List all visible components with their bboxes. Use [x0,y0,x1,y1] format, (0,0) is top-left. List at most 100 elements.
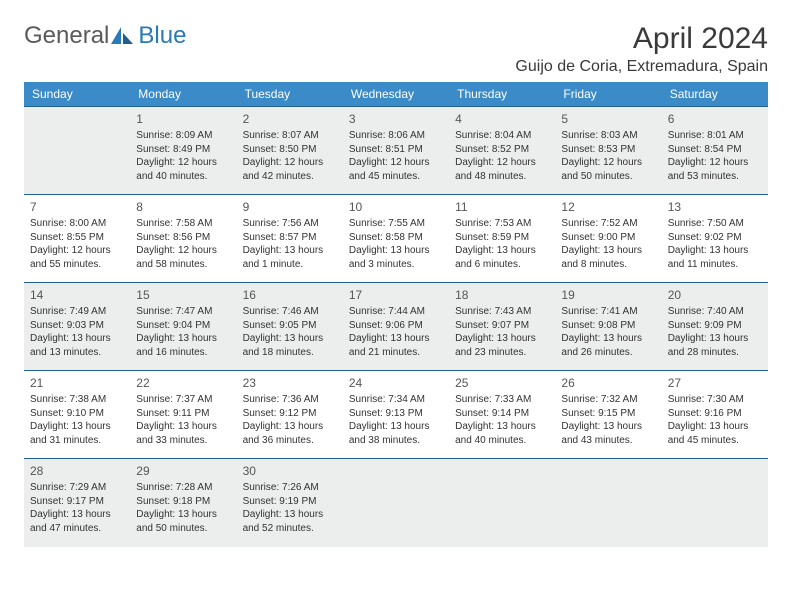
daylight-line: and 55 minutes. [30,258,124,272]
daylight-line: and 52 minutes. [243,522,337,536]
week-row: 28Sunrise: 7:29 AMSunset: 9:17 PMDayligh… [24,459,768,547]
day-number: 15 [136,287,230,303]
day-cell: 11Sunrise: 7:53 AMSunset: 8:59 PMDayligh… [449,195,555,283]
daylight-line: Daylight: 13 hours [561,420,655,434]
day-cell: 22Sunrise: 7:37 AMSunset: 9:11 PMDayligh… [130,371,236,459]
daylight-line: and 50 minutes. [136,522,230,536]
day-number: 21 [30,375,124,391]
daylight-line: Daylight: 13 hours [349,332,443,346]
daylight-line: Daylight: 13 hours [668,420,762,434]
sunset-line: Sunset: 9:16 PM [668,407,762,421]
sunset-line: Sunset: 9:18 PM [136,495,230,509]
day-cell: 24Sunrise: 7:34 AMSunset: 9:13 PMDayligh… [343,371,449,459]
day-cell [555,459,661,547]
day-cell: 9Sunrise: 7:56 AMSunset: 8:57 PMDaylight… [237,195,343,283]
day-number: 3 [349,111,443,127]
day-cell: 19Sunrise: 7:41 AMSunset: 9:08 PMDayligh… [555,283,661,371]
day-number: 2 [243,111,337,127]
weekday-header: Friday [555,82,661,107]
daylight-line: and 40 minutes. [136,170,230,184]
daylight-line: and 53 minutes. [668,170,762,184]
week-row: 7Sunrise: 8:00 AMSunset: 8:55 PMDaylight… [24,195,768,283]
daylight-line: Daylight: 12 hours [243,156,337,170]
daylight-line: and 40 minutes. [455,434,549,448]
day-number: 28 [30,463,124,479]
daylight-line: and 58 minutes. [136,258,230,272]
day-number: 13 [668,199,762,215]
day-cell: 12Sunrise: 7:52 AMSunset: 9:00 PMDayligh… [555,195,661,283]
day-cell: 20Sunrise: 7:40 AMSunset: 9:09 PMDayligh… [662,283,768,371]
daylight-line: Daylight: 13 hours [561,332,655,346]
sunset-line: Sunset: 9:04 PM [136,319,230,333]
daylight-line: Daylight: 13 hours [30,332,124,346]
logo-sail-icon [111,27,133,45]
day-number: 1 [136,111,230,127]
daylight-line: Daylight: 13 hours [136,420,230,434]
sunset-line: Sunset: 9:00 PM [561,231,655,245]
daylight-line: and 47 minutes. [30,522,124,536]
daylight-line: Daylight: 12 hours [136,156,230,170]
sunset-line: Sunset: 9:08 PM [561,319,655,333]
day-number: 11 [455,199,549,215]
day-cell [343,459,449,547]
day-cell [662,459,768,547]
sunrise-line: Sunrise: 7:49 AM [30,305,124,319]
daylight-line: and 16 minutes. [136,346,230,360]
sunrise-line: Sunrise: 8:04 AM [455,129,549,143]
daylight-line: and 48 minutes. [455,170,549,184]
daylight-line: and 1 minute. [243,258,337,272]
day-cell: 14Sunrise: 7:49 AMSunset: 9:03 PMDayligh… [24,283,130,371]
day-cell: 17 Sunrise: 7:44 AMSunset: 9:06 PMDayligh… [343,283,449,371]
day-number: 19 [561,287,655,303]
sunset-line: Sunset: 8:53 PM [561,143,655,157]
sunset-line: Sunset: 9:11 PM [136,407,230,421]
day-number: 26 [561,375,655,391]
daylight-line: and 26 minutes. [561,346,655,360]
sunset-line: Sunset: 9:09 PM [668,319,762,333]
day-number: 27 [668,375,762,391]
sunset-line: Sunset: 9:15 PM [561,407,655,421]
day-number: 18 [455,287,549,303]
daylight-line: and 50 minutes. [561,170,655,184]
day-cell: 7Sunrise: 8:00 AMSunset: 8:55 PMDaylight… [24,195,130,283]
week-row: 1Sunrise: 8:09 AMSunset: 8:49 PMDaylight… [24,107,768,195]
weekday-header-row: Sunday Monday Tuesday Wednesday Thursday… [24,82,768,107]
daylight-line: Daylight: 13 hours [136,508,230,522]
header: General Blue April 2024 Guijo de Coria, … [24,22,768,76]
day-cell [24,107,130,195]
day-number: 30 [243,463,337,479]
sunrise-line: Sunrise: 8:00 AM [30,217,124,231]
daylight-line: Daylight: 13 hours [455,332,549,346]
day-number: 24 [349,375,443,391]
day-cell: 25Sunrise: 7:33 AMSunset: 9:14 PMDayligh… [449,371,555,459]
sunset-line: Sunset: 9:10 PM [30,407,124,421]
day-cell: 4Sunrise: 8:04 AMSunset: 8:52 PMDaylight… [449,107,555,195]
sunrise-line: Sunrise: 7:37 AM [136,393,230,407]
daylight-line: Daylight: 13 hours [561,244,655,258]
daylight-line: Daylight: 13 hours [30,508,124,522]
sunset-line: Sunset: 9:06 PM [349,319,443,333]
sunrise-line: Sunrise: 7:46 AM [243,305,337,319]
daylight-line: Daylight: 13 hours [455,420,549,434]
location: Guijo de Coria, Extremadura, Spain [515,58,768,76]
sunrise-line: Sunrise: 7:58 AM [136,217,230,231]
sunrise-line: Sunrise: 7:26 AM [243,481,337,495]
sunrise-line: Sunrise: 7:56 AM [243,217,337,231]
weekday-header: Thursday [449,82,555,107]
sunrise-line: Sunrise: 7:38 AM [30,393,124,407]
sunrise-line: Sunrise: 7:44 AM [349,305,443,319]
day-cell [449,459,555,547]
daylight-line: and 28 minutes. [668,346,762,360]
day-number: 17 [349,287,443,303]
weekday-header: Sunday [24,82,130,107]
week-row: 21 Sunrise: 7:38 AMSunset: 9:10 PM Dayligh… [24,371,768,459]
sunrise-line: Sunrise: 8:03 AM [561,129,655,143]
day-cell: 2Sunrise: 8:07 AMSunset: 8:50 PMDaylight… [237,107,343,195]
day-number: 4 [455,111,549,127]
sunset-line: Sunset: 9:13 PM [349,407,443,421]
sunrise-line: Sunrise: 7:30 AM [668,393,762,407]
daylight-line: Daylight: 13 hours [668,332,762,346]
day-number: 5 [561,111,655,127]
day-cell: 30Sunrise: 7:26 AMSunset: 9:19 PMDayligh… [237,459,343,547]
daylight-line: Daylight: 12 hours [455,156,549,170]
